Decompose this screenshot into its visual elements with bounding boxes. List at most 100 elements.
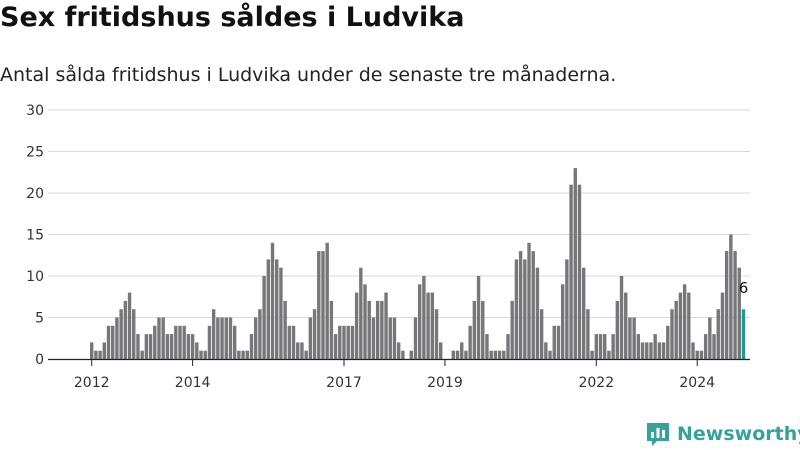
x-tick-label: 2017 — [326, 375, 362, 391]
bar — [598, 334, 603, 359]
bar — [98, 350, 102, 359]
bar — [325, 242, 329, 359]
bar-latest — [741, 309, 746, 359]
bar — [497, 350, 502, 359]
bar — [291, 325, 296, 359]
bar — [312, 309, 317, 359]
bar — [375, 300, 380, 359]
bar — [140, 350, 144, 359]
bar — [119, 309, 123, 359]
bar — [514, 259, 519, 359]
bar — [195, 342, 199, 359]
annotations: 6 — [739, 279, 749, 297]
bar — [367, 300, 371, 359]
bar — [363, 284, 367, 359]
bar — [581, 267, 586, 359]
grid-lines — [48, 109, 750, 318]
bar — [691, 342, 695, 359]
bar — [640, 342, 645, 359]
bar — [733, 251, 737, 359]
bar — [712, 334, 716, 359]
bar — [678, 292, 683, 359]
bar — [485, 334, 489, 359]
bar — [207, 325, 212, 359]
bar — [476, 276, 481, 359]
bar — [106, 325, 111, 359]
y-tick-label: 20 — [26, 186, 44, 202]
bar — [716, 309, 720, 359]
bar — [493, 350, 498, 359]
bar — [422, 276, 426, 359]
bar — [304, 350, 308, 359]
y-axis-labels: 0 5 10 15 20 25 30 — [26, 103, 44, 368]
x-tick-label: 2019 — [427, 375, 463, 391]
bar — [224, 317, 228, 359]
bar — [426, 292, 430, 359]
y-tick-label: 25 — [26, 145, 44, 161]
bar — [611, 334, 615, 359]
bar — [279, 267, 283, 359]
bar — [392, 317, 397, 359]
bar — [401, 350, 405, 359]
bar — [396, 342, 401, 359]
bar — [569, 184, 573, 359]
bar — [502, 350, 506, 359]
bar — [510, 300, 514, 359]
bar — [354, 292, 359, 359]
bar — [464, 350, 468, 359]
bar — [628, 317, 632, 359]
bar — [548, 350, 552, 359]
bar — [178, 325, 182, 359]
bar — [300, 342, 304, 359]
bar — [275, 259, 279, 359]
bar — [615, 300, 620, 359]
bar — [460, 342, 464, 359]
bar — [531, 251, 535, 359]
bar — [729, 234, 733, 359]
bar — [346, 325, 350, 359]
y-tick-label: 15 — [26, 228, 44, 244]
bar — [539, 309, 544, 359]
bar — [472, 300, 477, 359]
bar — [552, 325, 556, 359]
bar — [232, 325, 237, 359]
bar — [338, 325, 342, 359]
bar — [220, 317, 224, 359]
bar — [174, 325, 178, 359]
bar — [544, 342, 548, 359]
bar — [434, 309, 439, 359]
bar — [111, 325, 115, 359]
bar — [165, 334, 170, 359]
bar — [649, 342, 653, 359]
bar — [388, 317, 392, 359]
bar — [228, 317, 233, 359]
x-axis-ticks: 2012 2014 2017 2019 2022 2024 — [74, 360, 715, 391]
bar — [661, 342, 666, 359]
chart-subtitle: Antal sålda fritidshus i Ludvika under d… — [0, 64, 617, 86]
bar — [144, 334, 149, 359]
x-tick-label: 2022 — [578, 375, 614, 391]
bar — [481, 300, 485, 359]
bar — [266, 259, 271, 359]
chart-title: Sex fritidshus såldes i Ludvika — [0, 2, 465, 33]
bar — [573, 168, 577, 359]
bar — [249, 334, 254, 359]
bar — [308, 317, 313, 359]
bar — [666, 325, 670, 359]
bar — [417, 284, 422, 359]
bar — [287, 325, 292, 359]
bar — [359, 267, 363, 359]
bar — [350, 325, 355, 359]
bar — [624, 292, 628, 359]
bar — [245, 350, 249, 359]
bar — [720, 292, 725, 359]
bar — [594, 334, 598, 359]
bar — [489, 350, 493, 359]
bar — [186, 334, 191, 359]
bar — [455, 350, 460, 359]
bar — [153, 325, 157, 359]
bar — [451, 350, 456, 359]
bar — [724, 251, 729, 359]
bar — [670, 309, 674, 359]
